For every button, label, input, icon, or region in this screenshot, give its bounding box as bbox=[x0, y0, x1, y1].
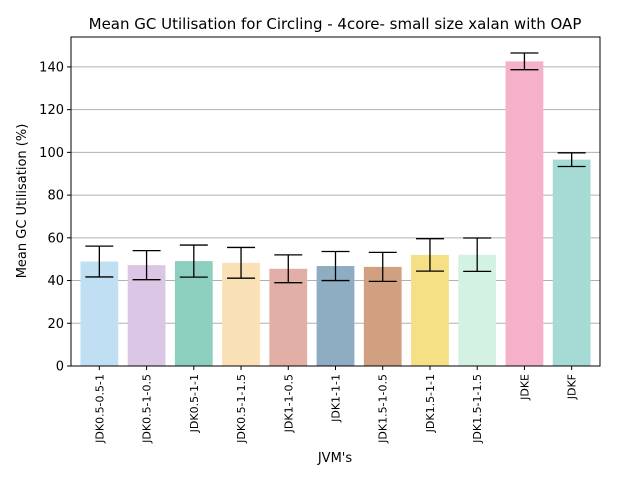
x-tick-label: JDK0.5-1-1 bbox=[188, 374, 201, 433]
bar bbox=[458, 254, 497, 366]
bar bbox=[363, 266, 402, 366]
bar bbox=[316, 266, 355, 366]
bar bbox=[174, 261, 213, 366]
x-tick-label: JDK1.5-1-0.5 bbox=[377, 374, 390, 444]
y-tick-label: 120 bbox=[39, 103, 64, 118]
x-tick-label: JDKF bbox=[566, 374, 579, 400]
x-tick-label: JDKE bbox=[518, 374, 531, 401]
bar bbox=[222, 262, 260, 366]
x-tick-label: JDK1-1-1 bbox=[330, 374, 343, 423]
y-tick-label: 100 bbox=[39, 146, 64, 161]
x-axis-ticks: JDK0.5-0.5-1 JDK0.5-1-0.5 JDK0.5-1-1 JDK0.5… bbox=[93, 366, 579, 444]
x-tick-label: JDK0.5-1-1.5 bbox=[235, 374, 248, 444]
x-tick-label: JDK0.5-0.5-1 bbox=[93, 374, 106, 444]
x-axis-label: JVM's bbox=[317, 451, 353, 466]
y-tick-label: 140 bbox=[39, 60, 64, 75]
bar bbox=[411, 254, 449, 366]
y-tick-label: 0 bbox=[56, 360, 64, 375]
y-tick-label: 20 bbox=[47, 317, 64, 332]
bar bbox=[127, 265, 166, 366]
y-tick-label: 60 bbox=[47, 231, 64, 246]
y-axis-label: Mean GC Utilisation (%) bbox=[15, 124, 30, 279]
y-tick-label: 80 bbox=[47, 189, 64, 204]
x-tick-label: JDK0.5-1-0.5 bbox=[141, 374, 154, 444]
bar bbox=[552, 159, 591, 366]
x-tick-label: JDK1-1-0.5 bbox=[282, 374, 295, 433]
bar bbox=[505, 61, 544, 366]
bars bbox=[80, 61, 591, 366]
bar bbox=[269, 268, 308, 366]
y-tick-label: 40 bbox=[47, 274, 64, 289]
bar bbox=[80, 261, 119, 366]
chart-title: Mean GC Utilisation for Circling - 4core… bbox=[89, 15, 582, 33]
x-tick-label: JDK1.5-1-1 bbox=[424, 374, 437, 433]
x-tick-label: JDK1.5-1-1.5 bbox=[471, 374, 484, 444]
y-axis-ticks: 0 20 40 60 80 100 120 140 bbox=[39, 60, 71, 375]
error-bars bbox=[85, 52, 586, 284]
